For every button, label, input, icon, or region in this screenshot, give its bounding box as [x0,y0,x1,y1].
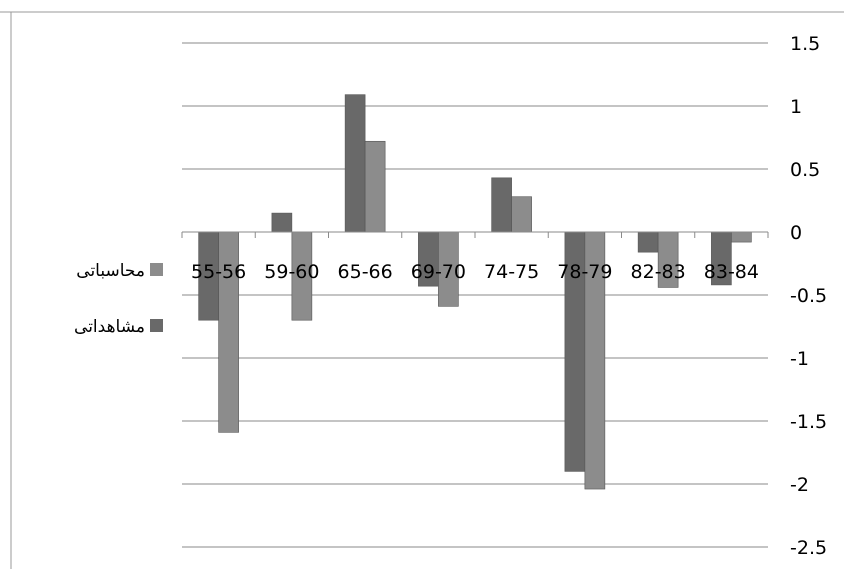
x-tick-label: 69-70 [411,261,466,283]
x-tick-labels: 83-84 82-83 78-79 74-75 69-70 65-66 59-60 55-56 [191,261,759,283]
y-tick-label: 0 [790,222,802,244]
bar [271,212,293,233]
x-tick-label: 83-84 [704,261,759,283]
x-tick-label: 55-56 [191,261,246,283]
x-tick-label: 78-79 [557,261,612,283]
x-tick-label: 59-60 [264,261,319,283]
legend-label: محاسباتی [76,261,145,281]
x-tick-label: 74-75 [484,261,539,283]
bars [198,94,752,490]
bar [491,177,512,233]
y-tick-label: 1.5 [790,33,820,55]
y-tick-labels: 1.5 1 0.5 0 -0.5 -1 -1.5 -2 -2.5 [790,33,827,559]
gridlines [182,42,768,548]
legend-swatch [150,263,163,276]
y-tick-label: -1 [790,348,809,370]
y-tick-label: -2 [790,474,809,496]
x-tick-label: 65-66 [338,261,393,283]
bar [364,140,386,233]
y-tick-label: 0.5 [790,159,820,181]
bar [731,231,752,243]
legend: محاسباتی مشاهداتی [74,261,163,337]
y-tick-label: -1.5 [790,411,827,433]
axes [181,231,769,238]
y-tick-label: -0.5 [790,285,827,307]
legend-swatch [150,319,163,332]
bar [637,231,659,253]
x-tick-label: 82-83 [631,261,686,283]
y-tick-label: 1 [790,96,802,118]
bar [344,94,366,233]
bar [511,196,532,233]
y-tick-label: -2.5 [790,537,827,559]
legend-label: مشاهداتی [74,317,145,337]
